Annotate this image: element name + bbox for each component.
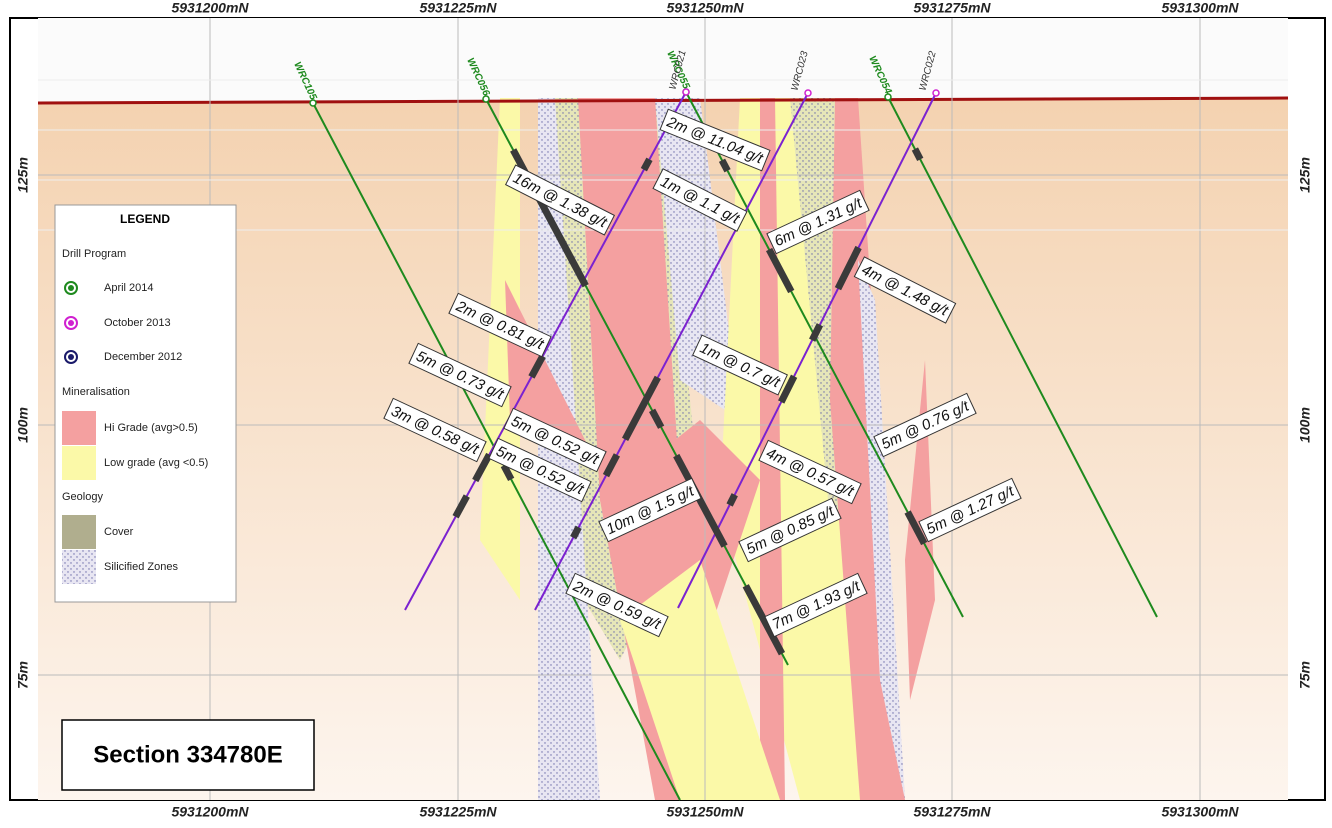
intercept-segment: [911, 147, 924, 162]
legend-marker: [68, 354, 74, 360]
intercept-segment: [766, 247, 795, 294]
legend-label: Drill Program: [62, 248, 126, 260]
label-box: [764, 572, 868, 638]
intercept-segment: [621, 375, 661, 442]
legend-swatch: [62, 446, 96, 480]
intercept-segment: [718, 158, 731, 173]
top-axis-label: 5931275mN: [913, 0, 991, 16]
collar: [482, 95, 490, 103]
legend-swatch: [62, 550, 96, 584]
intercept-segment: [528, 354, 546, 379]
collar: [309, 99, 317, 107]
bottom-axis-label: 5931300mN: [1161, 804, 1239, 820]
bottom-axis-label: 5931275mN: [913, 804, 991, 820]
bottom-axis-label: 5931225mN: [419, 804, 497, 820]
label-box: [504, 164, 616, 236]
label-box: [383, 397, 487, 463]
legend-label: Low grade (avg <0.5): [104, 457, 208, 469]
legend-marker: [68, 320, 74, 326]
legend-label: October 2013: [104, 317, 171, 329]
collar: [804, 89, 812, 97]
bottom-axis-label: 5931200mN: [171, 804, 249, 820]
label-box: [873, 392, 977, 458]
intercept-segment: [809, 323, 824, 342]
legend-label: Mineralisation: [62, 386, 130, 398]
bottom-axis-label: 5931250mN: [666, 804, 744, 820]
intercept-segment: [904, 510, 928, 546]
label-box: [565, 572, 669, 638]
label-box: [652, 168, 748, 232]
intercept-segment: [673, 453, 728, 548]
legend-label: April 2014: [104, 282, 154, 294]
label-box: [918, 477, 1022, 543]
drill-hole: [534, 92, 809, 611]
label-box: [853, 256, 957, 324]
collar: [884, 93, 892, 101]
right-axis-label: 125m: [1297, 157, 1313, 193]
label-box: [503, 407, 607, 473]
left-axis-label: 75m: [15, 661, 31, 689]
intercept-segment: [649, 408, 665, 429]
label-box: [738, 497, 842, 563]
silicified: [858, 260, 905, 800]
legend-label: December 2012: [104, 351, 182, 363]
collar: [682, 88, 690, 96]
top-axis-label: 5931300mN: [1161, 0, 1239, 16]
label-box: [659, 108, 771, 172]
section-label: Section 334780E: [93, 741, 282, 768]
topography: [37, 96, 1289, 105]
right-axis-label: 75m: [1297, 661, 1313, 689]
label-box: [488, 437, 592, 503]
top-axis-label: 5931250mN: [666, 0, 744, 16]
top-axis-label: 5931225mN: [419, 0, 497, 16]
legend-label: Hi Grade (avg>0.5): [104, 422, 198, 434]
top-axis-label: 5931200mN: [171, 0, 249, 16]
legend-label: Silicified Zones: [104, 561, 178, 573]
hi-grade: [505, 280, 590, 450]
intercept-segment: [742, 584, 786, 656]
legend-marker: [68, 285, 74, 291]
intercept-segment: [834, 245, 862, 291]
intercept-segment: [452, 494, 470, 519]
legend-label: Geology: [62, 491, 103, 503]
section-box: [61, 719, 315, 791]
drill-hole: [887, 96, 1158, 618]
intercept-segment: [570, 525, 582, 540]
legend-title: LEGEND: [120, 212, 170, 226]
legend-swatch: [62, 515, 96, 549]
drill-hole: [404, 91, 687, 611]
intercept-segment: [602, 453, 620, 478]
label-box: [758, 439, 862, 505]
intercept-segment: [640, 157, 653, 172]
label-box: [408, 342, 512, 408]
intercept-segment: [726, 493, 738, 507]
legend-label: Cover: [104, 526, 134, 538]
label-box: [448, 292, 552, 358]
intercept-segment: [472, 452, 493, 483]
drill-hole: [677, 92, 937, 609]
right-axis-label: 100m: [1297, 407, 1313, 443]
label-box: [598, 477, 702, 543]
label-box: [766, 189, 870, 255]
left-axis-label: 100m: [15, 407, 31, 443]
left-axis-label: 125m: [15, 157, 31, 193]
collar: [932, 89, 940, 97]
legend-swatch: [62, 411, 96, 445]
intercept-segment: [500, 463, 515, 482]
intercept-segment: [778, 374, 798, 404]
label-box: [692, 334, 788, 396]
